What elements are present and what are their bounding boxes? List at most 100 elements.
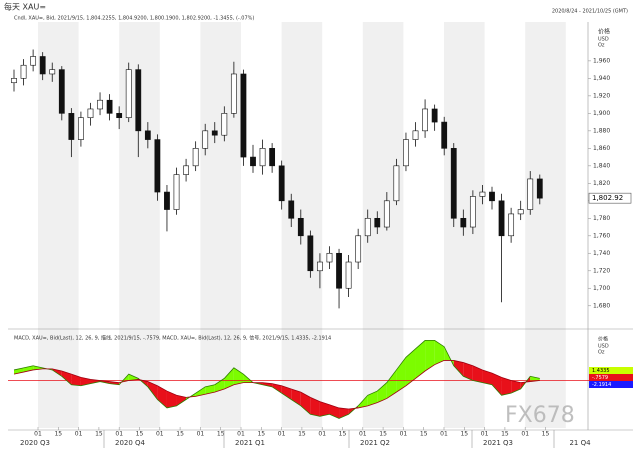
macd-fill <box>386 369 397 399</box>
candle-body <box>431 108 438 123</box>
candle-body <box>508 213 515 237</box>
price-tag-label: 1,802.92 <box>592 194 623 202</box>
candle-body <box>78 117 84 140</box>
x-tick-label: 01 <box>400 431 408 438</box>
candle-body <box>527 178 534 210</box>
macd-fill <box>434 340 445 365</box>
x-tick-label: 15 <box>95 431 103 438</box>
macd-fill <box>157 385 167 408</box>
candle-body <box>412 130 419 140</box>
y-tick-label: 1,940 <box>593 75 610 82</box>
macd-title: MACD, XAU=, Bid(Last), 12, 26, 9, 描线, 20… <box>14 335 331 342</box>
candle-body <box>68 113 75 140</box>
candle-body <box>422 108 428 132</box>
macd-fill <box>195 386 206 397</box>
candle-body <box>135 69 142 132</box>
x-tick-label: 15 <box>379 431 387 438</box>
y-tick-label: 1,860 <box>593 145 610 152</box>
x-tick-label: 01 <box>75 431 83 438</box>
x-tick-label: 01 <box>359 431 367 438</box>
candle-body <box>49 69 56 75</box>
value-badge <box>589 374 633 381</box>
macd-fill <box>396 357 406 393</box>
subtitle: Cndl, XAU=, Bid, 2021/9/15, 1,804.2255, … <box>14 16 254 22</box>
y-axis-label: 价格 <box>598 336 608 343</box>
y-axis-label: USD <box>598 344 609 350</box>
macd-fill <box>214 378 225 393</box>
candle-body <box>460 217 467 228</box>
candle-body <box>211 130 218 136</box>
macd-fill <box>176 395 187 406</box>
macd-fill <box>205 384 215 395</box>
macd-fill <box>300 392 311 415</box>
macd-fill <box>71 374 81 386</box>
candle-body <box>307 235 314 272</box>
y-tick-label: 1,900 <box>593 110 610 117</box>
y-tick-label: 1,960 <box>593 57 610 64</box>
x-tick-label: 15 <box>176 431 184 438</box>
x-tick-label: 01 <box>34 431 42 438</box>
candle-body <box>106 99 113 114</box>
macd-fill <box>224 367 234 389</box>
candle-body <box>517 209 524 215</box>
y-axis-label: Oz <box>598 43 605 49</box>
quarter-label: 2020 Q3 <box>20 439 50 447</box>
y-tick-label: 1,820 <box>593 180 610 187</box>
y-tick-label: 1,700 <box>593 285 610 292</box>
candle-body <box>355 235 362 263</box>
x-tick-label: 01 <box>278 431 286 438</box>
macd-fill <box>166 391 177 408</box>
y-tick-label: 1,780 <box>593 215 610 222</box>
candle-body <box>240 73 247 158</box>
macd-line <box>13 339 540 419</box>
x-tick-label: 01 <box>156 431 164 438</box>
candle-body <box>192 148 199 167</box>
value-badge <box>589 367 633 374</box>
x-tick-label: 15 <box>460 431 468 438</box>
x-tick-label: 15 <box>136 431 144 438</box>
macd-fill <box>23 365 34 373</box>
candle-body <box>479 191 486 197</box>
x-tick-label: 01 <box>115 431 123 438</box>
macd-fill <box>425 340 435 371</box>
macd-fill <box>281 385 292 400</box>
candle-body <box>259 148 266 167</box>
y-tick-label: 1,880 <box>593 127 610 134</box>
macd-fill <box>147 381 158 400</box>
candle-body <box>269 148 276 167</box>
macd-fill <box>472 365 483 383</box>
candle-body <box>403 139 409 167</box>
macd-fill <box>367 391 378 406</box>
candle-body <box>489 191 495 202</box>
value-badge-label: -2.1914 <box>592 382 611 388</box>
candle-body <box>183 165 189 175</box>
candle-body <box>125 69 132 119</box>
macd-fill <box>128 374 139 381</box>
candle-body <box>278 165 285 202</box>
macd-fill <box>80 377 91 386</box>
x-tick-label: 15 <box>217 431 225 438</box>
quarter-label: 2021 Q3 <box>483 439 513 447</box>
watermark: FX678 <box>505 403 575 428</box>
candle-body <box>58 69 65 114</box>
candle-body <box>288 200 295 219</box>
candle-body <box>250 156 256 167</box>
value-badge-label: -.7579 <box>592 375 608 381</box>
x-tick-label: 15 <box>501 431 509 438</box>
candle-body <box>374 217 381 228</box>
x-tick-label: 15 <box>298 431 306 438</box>
candle-body <box>97 99 103 110</box>
candle-body <box>317 261 323 272</box>
candle-body <box>154 139 161 193</box>
x-tick-label: 15 <box>257 431 265 438</box>
y-tick-label: 1,920 <box>593 92 610 99</box>
candle-body <box>11 78 17 84</box>
candle-body <box>173 174 180 210</box>
macd-fill <box>405 348 416 386</box>
x-tick-label: 15 <box>420 431 428 438</box>
candle-body <box>364 217 371 237</box>
x-tick-label: 01 <box>481 431 489 438</box>
macd-fill <box>415 340 426 379</box>
candle-body <box>336 252 342 289</box>
